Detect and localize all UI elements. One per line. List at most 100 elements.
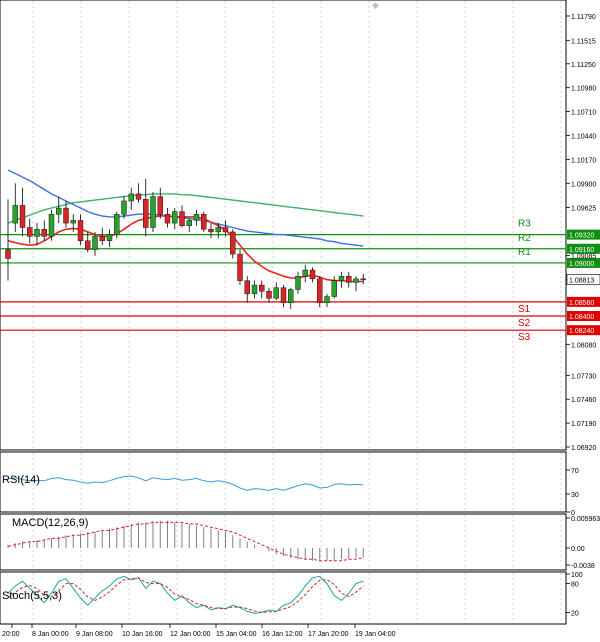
candle-body [338,275,345,281]
time-label: 15 Jan 04:00 [216,631,257,638]
rsi-label: RSI(14) [2,474,40,486]
candle-body [19,205,26,228]
price-tag-s3 [567,325,600,336]
price-tick-label: 1.10170 [571,157,596,164]
ma-slow-line [7,193,364,224]
price-tick-label: 1.10980 [571,86,596,93]
time-label: 8 Jan 00:00 [32,631,69,638]
rsi-pane-frame [0,451,567,513]
time-label: 20:00 [2,631,20,638]
candle-body [353,278,359,283]
price-tick-label: 1.09085 [571,253,596,260]
stoch-pane: 100 80 20 [7,572,583,617]
macd-pane-frame [0,513,567,571]
price-tag-text-s2: 1.08400 [569,314,594,321]
time-axis: 20:00 8 Jan 00:00 9 Jan 08:00 10 Jan 16:00 1… [2,624,396,638]
candle-body [34,229,40,237]
candle-body [135,193,142,200]
candle-body [280,287,287,303]
moving-averages [7,169,364,283]
candle-body [266,291,272,299]
rsi-level-label: 0 [571,510,575,517]
candle-body [48,214,55,237]
pivot-label-s3: S3 [518,332,531,343]
macd-signal-line [7,521,364,562]
candle-body [295,275,301,290]
time-label: 16 Jan 12:00 [262,631,303,638]
candle-body [193,214,200,221]
candle-body [360,278,366,281]
rsi-level-label: 70 [571,468,579,475]
time-label: 19 Jan 04:00 [355,631,396,638]
candle-body [244,280,250,295]
current-price-text: 1.08813 [569,277,594,284]
macd-level-label: -0.0038 [571,563,595,570]
price-tick-label: 1.10710 [571,110,596,117]
candle-body [317,278,323,303]
candle-body [346,275,352,283]
candle-body [288,289,294,303]
price-tick-label: 1.06920 [571,445,596,452]
rsi-line [7,475,364,491]
price-tick-label: 1.08080 [571,342,596,349]
price-tick-label: 1.07190 [571,421,596,428]
pivot-label-r2: R2 [518,233,531,244]
candle-body [56,207,62,215]
stoch-pane-frame [0,571,567,625]
current-price-tag [566,274,600,285]
price-tag-text-r2: 1.09160 [569,247,594,254]
candle-body [12,205,18,224]
grid [32,1,562,623]
price-tick-label: 1.07730 [571,373,596,380]
macd-label: MACD(12,26,9) [12,517,89,529]
ma-fast-line [7,215,364,283]
candle-body [92,236,98,250]
price-tick-label: 1.09900 [571,181,596,188]
time-label: 12 Jan 00:00 [170,631,211,638]
candle-body [27,227,33,237]
macd-level-label: 0.00 [571,546,585,553]
candle-body [77,220,84,241]
stoch-k-line [7,575,364,614]
main-pane-frame [0,0,567,451]
candle-body [150,196,156,228]
candle-body [302,269,308,277]
price-tick-label: 1.10440 [571,133,596,140]
candle-body [237,253,243,281]
pivot-label-r3: R3 [518,219,531,230]
ma-mid-line [7,169,364,247]
macd-level-label: 0.005963 [571,516,600,523]
candle-body [85,240,91,250]
candle-body [5,249,11,259]
rsi-level-label: 30 [571,492,579,499]
candle-body [41,229,47,237]
pivot-lines: R3 R2 R1 S1 S2 S3 [0,219,566,343]
candle-body [143,198,149,228]
stoch-level-label: 100 [571,572,583,579]
candle-body [121,200,127,215]
candle-body [201,214,207,230]
pivot-label-s1: S1 [518,304,531,315]
candle-body [251,284,258,295]
candle-body [215,227,221,233]
stoch-level-label: 20 [571,610,579,617]
candle-body [179,211,185,226]
candle-body [106,234,113,241]
candle-body [331,280,337,297]
candles [5,178,366,309]
price-tag-text-r1: 1.09000 [569,261,594,268]
candle-body [324,296,330,303]
candle-body [309,269,316,280]
chart-shift-icon[interactable]: ◆ [372,0,379,10]
time-label: 9 Jan 08:00 [76,631,113,638]
candle-body [186,220,192,226]
candle-body [172,211,178,224]
price-axis: 1.09320 1.09160 1.09000 1.08560 1.08400 1.082… [566,14,600,452]
price-tick-label: 1.11515 [571,38,596,45]
stoch-level-label: 80 [571,582,579,589]
price-tag-s1 [567,296,600,307]
pivot-label-s2: S2 [518,318,531,329]
rsi-pane: 70 30 0 [7,468,579,517]
candle-body [157,196,163,215]
